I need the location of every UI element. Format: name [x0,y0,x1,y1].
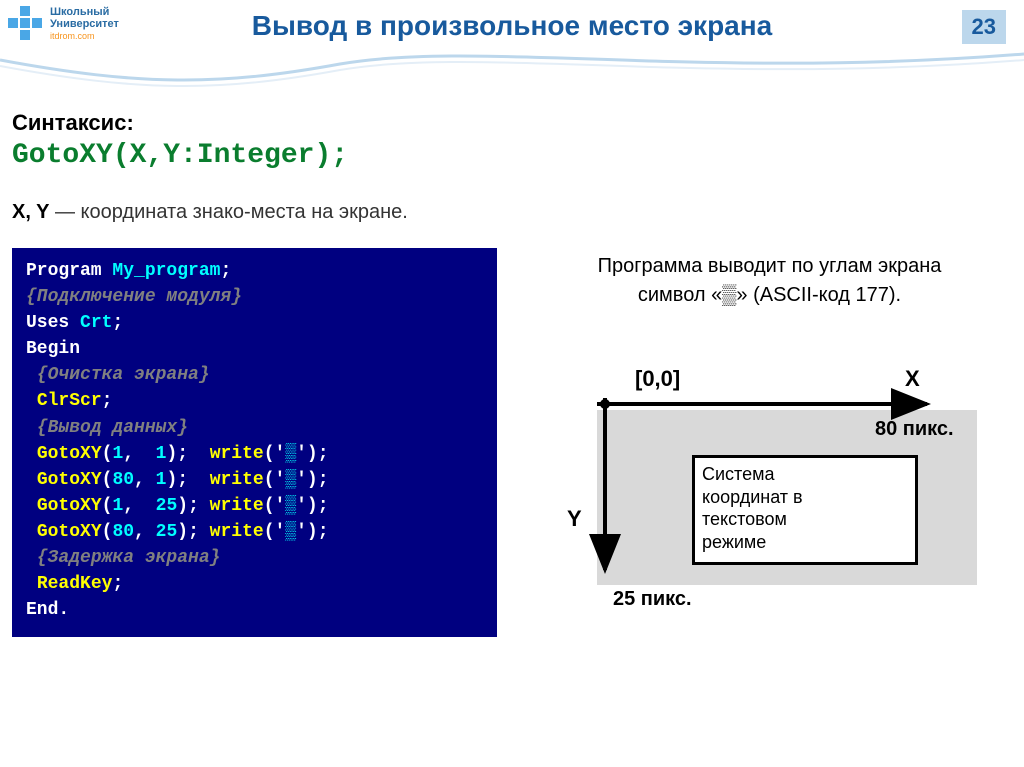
lower-row: Program My_program; {Подключение модуля}… [12,248,1012,637]
content: Синтаксис: GotoXY(X,Y:Integer); X, Y — к… [12,110,1012,637]
code-block: Program My_program; {Подключение модуля}… [12,248,497,637]
inner-rect-label: Система координат в текстовом режиме [702,463,803,553]
origin-label: [0,0] [635,366,680,392]
header-curve [0,48,1024,88]
program-desc-l2: символ «▒» (ASCII-код 177). [638,284,901,306]
right-column: Программа выводит по углам экрана символ… [527,248,1012,630]
syntax-block: Синтаксис: GotoXY(X,Y:Integer); [12,110,1012,171]
page-title: Вывод в произвольное место экрана [0,10,1024,42]
header: Школьный Университет itdrom.com Вывод в … [0,0,1024,78]
x-dimension: 80 пикс. [875,418,954,441]
syntax-code: GotoXY(X,Y:Integer); [12,140,1012,171]
xy-bold: X, Y [12,201,49,223]
program-description: Программа выводит по углам экрана символ… [527,252,1012,310]
syntax-label: Синтаксис: [12,110,134,135]
xy-rest: — координата знако-места на экране. [49,201,407,223]
y-dimension: 25 пикс. [613,588,692,611]
program-desc-l1: Программа выводит по углам экрана [598,255,942,277]
coordinate-diagram: [0,0] X Y 80 пикс. 25 пикс. Система коор… [527,370,987,630]
y-axis-label: Y [567,506,582,532]
xy-description: X, Y — координата знако-места на экране. [12,201,1012,224]
slide-number: 23 [962,10,1006,44]
x-axis-label: X [905,366,920,392]
